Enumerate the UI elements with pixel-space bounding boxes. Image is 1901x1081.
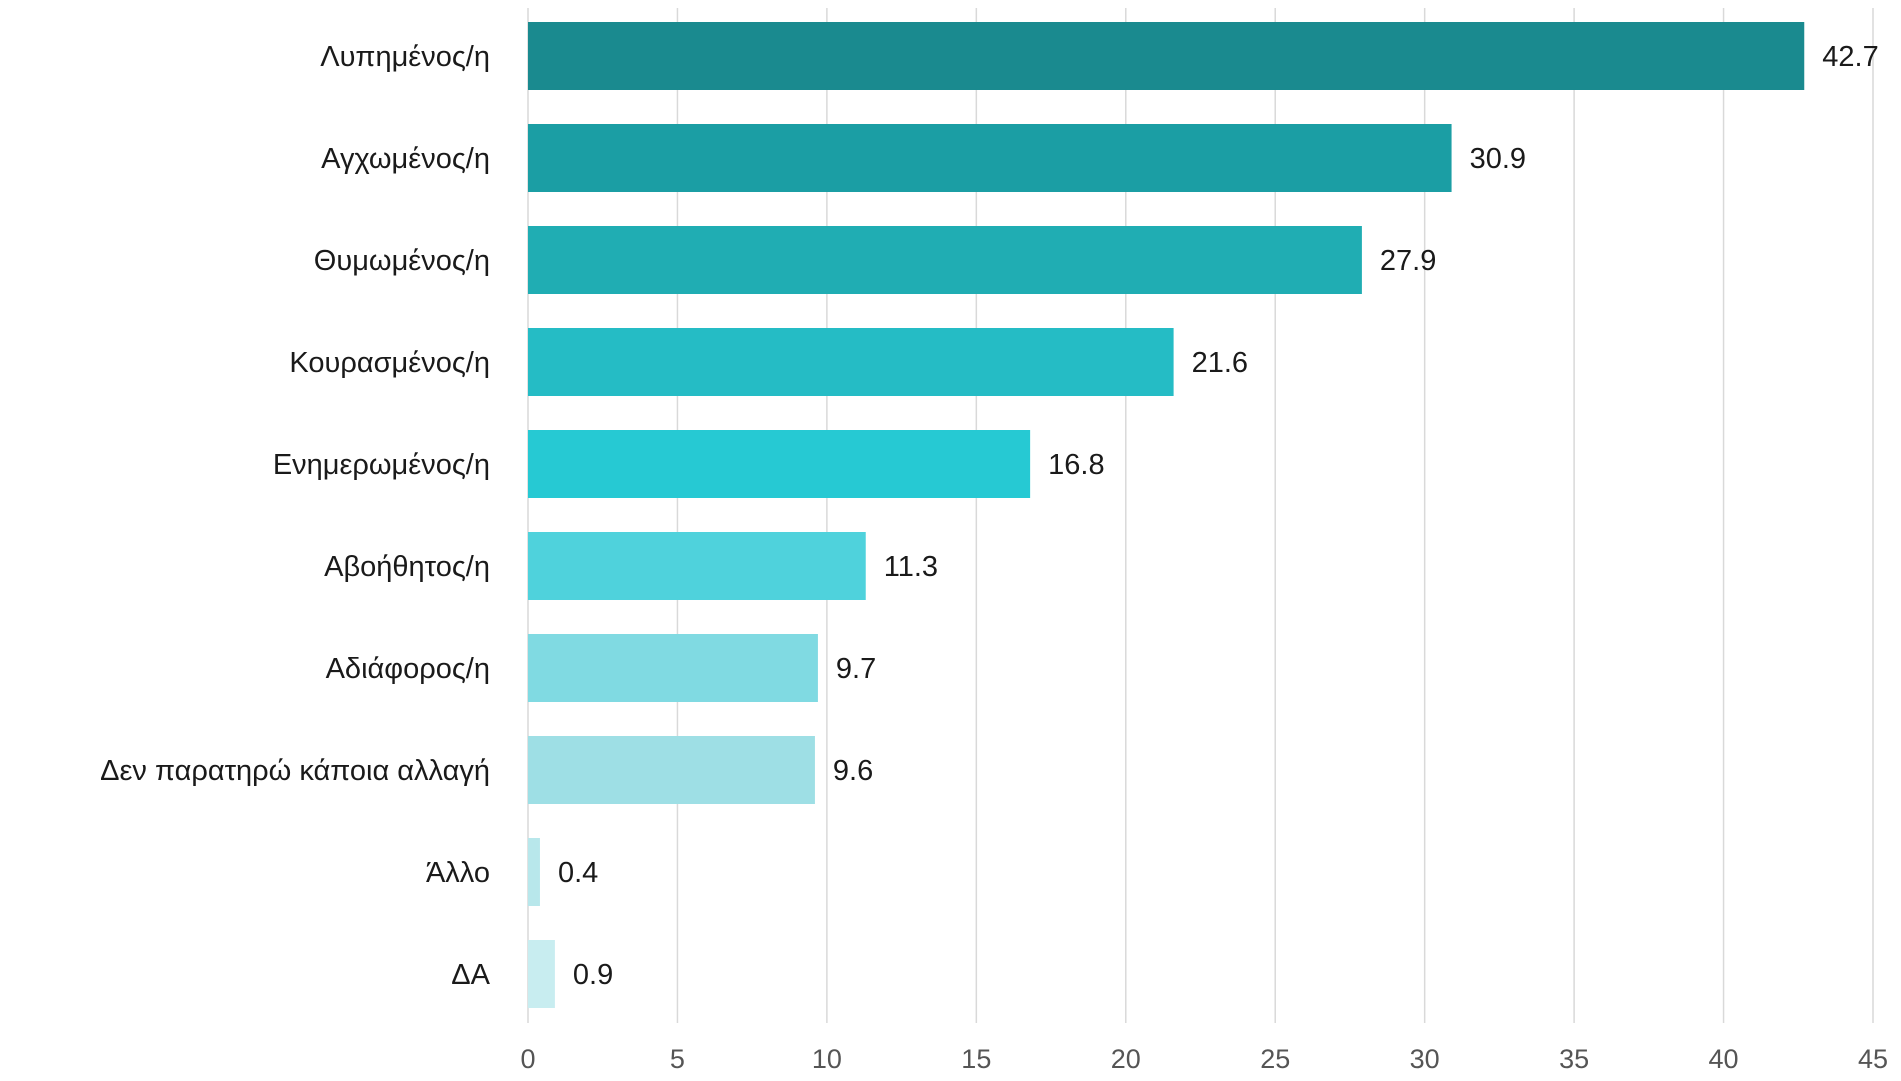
value-label: 30.9 [1470,143,1526,175]
category-label: Θυμωμένος/η [314,245,490,277]
x-tick-label: 25 [1260,1044,1290,1074]
category-label: Αβοήθητος/η [324,551,490,583]
bars [528,22,1805,1008]
x-tick-label: 15 [961,1044,991,1074]
x-tick-label: 30 [1410,1044,1440,1074]
category-label: Δεν παρατηρώ κάποια αλλαγή [100,755,490,787]
bar [528,532,866,600]
value-label: 16.8 [1048,449,1104,481]
value-label: 21.6 [1192,347,1248,379]
bar [528,328,1174,396]
x-tick-label: 40 [1709,1044,1739,1074]
bar [528,124,1452,192]
bar [528,736,815,804]
value-label: 9.6 [833,755,873,787]
category-label: Ενημερωμένος/η [273,449,490,481]
category-label: Άλλο [426,857,490,889]
category-label: Κουρασμένος/η [289,347,490,379]
value-labels: 42.7 30.9 27.9 21.6 16.8 11.3 9.7 9.6 0.4 0.9 [558,41,1879,991]
bar [528,430,1031,498]
x-axis-ticks: 0 5 10 15 20 25 30 35 40 45 [520,1044,1888,1074]
value-label: 42.7 [1822,41,1878,73]
value-label: 9.7 [836,653,876,685]
value-label: 0.4 [558,857,598,889]
value-label: 27.9 [1380,245,1436,277]
bar [528,22,1805,90]
value-label: 11.3 [884,551,938,583]
category-label: Αγχωμένος/η [321,143,490,175]
bar [528,838,540,906]
category-label: ΔΑ [451,959,490,991]
value-label: 0.9 [573,959,613,991]
x-tick-label: 0 [520,1044,535,1074]
category-label: Λυπημένος/η [320,41,490,73]
x-tick-label: 20 [1111,1044,1141,1074]
bar [528,634,818,702]
x-tick-label: 35 [1559,1044,1589,1074]
x-tick-label: 45 [1858,1044,1888,1074]
x-tick-label: 5 [670,1044,685,1074]
x-tick-label: 10 [812,1044,842,1074]
category-labels: Λυπημένος/η Αγχωμένος/η Θυμωμένος/η Κουρασμ… [100,41,491,991]
bar [528,940,555,1008]
category-label: Αδιάφορος/η [326,653,490,685]
bar [528,226,1362,294]
